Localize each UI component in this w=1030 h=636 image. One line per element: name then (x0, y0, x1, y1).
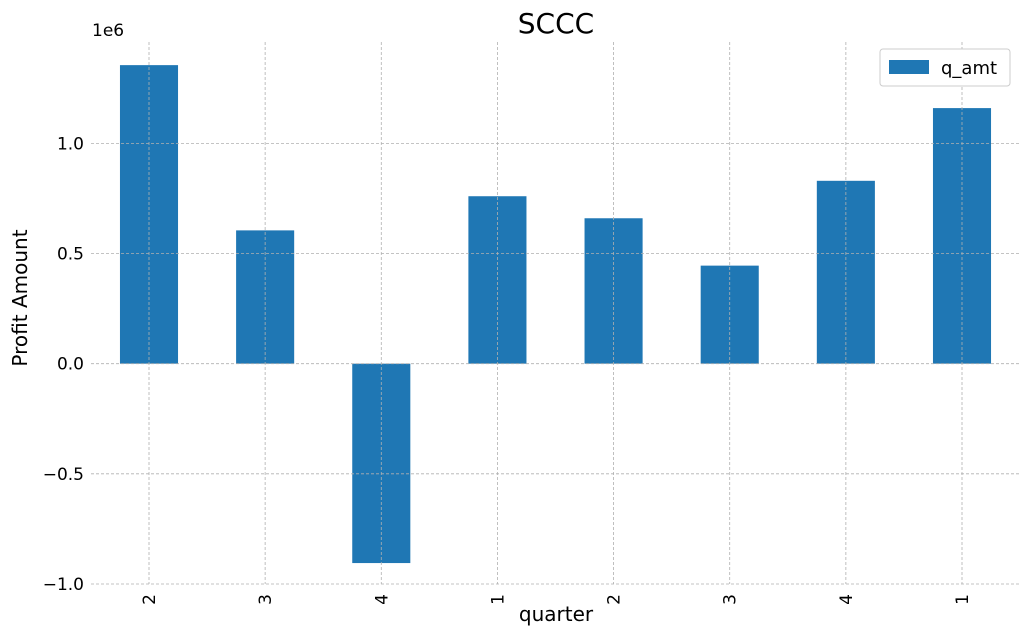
grid-layer (91, 42, 1021, 585)
x-tick-label: 2 (140, 594, 160, 605)
chart-title: SCCC (518, 7, 594, 40)
y-tick-label: 1.0 (57, 134, 84, 154)
y-tick-label: −0.5 (43, 465, 84, 485)
y-tick-label: 0.0 (57, 355, 84, 375)
x-tick-label: 4 (372, 594, 392, 605)
legend-label: q_amt (941, 58, 997, 79)
x-tick-label: 3 (721, 594, 741, 605)
bars-layer (119, 65, 992, 564)
legend-frame (879, 48, 1011, 87)
y-tick-label: 0.5 (57, 245, 84, 265)
x-tick-label: 1 (488, 594, 508, 605)
y-axis-label: Profit Amount (8, 229, 32, 366)
legend-swatch (889, 60, 929, 74)
x-axis-label: quarter (519, 602, 594, 626)
x-tick-label: 2 (605, 594, 625, 605)
y-tick-label: −1.0 (43, 575, 84, 595)
y-offset-text: 1e6 (92, 21, 124, 41)
y-axis-ticks: −1.0 −0.5 0.0 0.5 1.0 (43, 134, 84, 595)
x-tick-label: 1 (953, 594, 973, 605)
bar (932, 108, 992, 364)
x-axis-ticks: 2 3 4 1 2 3 4 1 (140, 594, 973, 605)
x-tick-label: 4 (837, 594, 857, 605)
legend: q_amt (879, 48, 1011, 87)
bar (584, 218, 643, 364)
x-tick-label: 3 (256, 594, 276, 605)
